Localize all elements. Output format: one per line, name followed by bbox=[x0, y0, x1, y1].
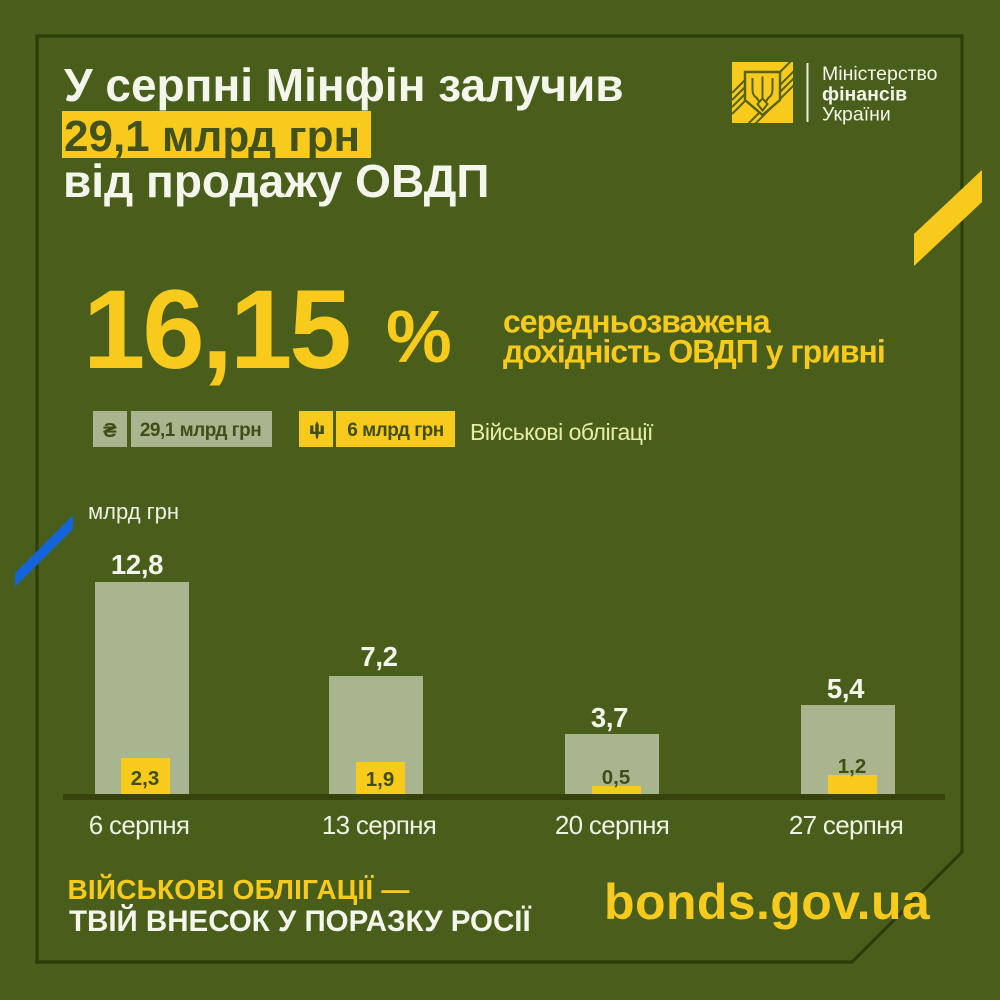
svg-text:5,4: 5,4 bbox=[827, 673, 865, 704]
svg-text:середньозважена: середньозважена bbox=[503, 304, 771, 340]
svg-text:29,1 млрд грн: 29,1 млрд грн bbox=[64, 112, 360, 161]
svg-text:₴: ₴ bbox=[103, 419, 117, 442]
svg-text:%: % bbox=[386, 295, 452, 378]
svg-text:13 серпня: 13 серпня bbox=[322, 810, 436, 840]
svg-text:16,15: 16,15 bbox=[83, 267, 349, 392]
svg-text:України: України bbox=[822, 104, 891, 126]
svg-text:3,7: 3,7 bbox=[591, 702, 628, 733]
svg-text:29,1 млрд грн: 29,1 млрд грн bbox=[140, 420, 261, 441]
svg-text:У серпні Мінфін залучив: У серпні Мінфін залучив bbox=[64, 59, 624, 111]
svg-text:6 серпня: 6 серпня bbox=[89, 810, 190, 840]
svg-text:0,5: 0,5 bbox=[602, 766, 631, 789]
svg-text:від продажу ОВДП: від продажу ОВДП bbox=[63, 155, 489, 207]
svg-text:Військові облігації: Військові облігації bbox=[470, 419, 654, 445]
svg-text:12,8: 12,8 bbox=[111, 549, 163, 580]
svg-text:6 млрд грн: 6 млрд грн bbox=[347, 420, 443, 441]
svg-text:27 серпня: 27 серпня bbox=[789, 810, 903, 840]
svg-text:ТВІЙ ВНЕСОК У ПОРАЗКУ РОСІЇ: ТВІЙ ВНЕСОК У ПОРАЗКУ РОСІЇ bbox=[69, 904, 532, 938]
svg-text:ВІЙСЬКОВІ ОБЛІГАЦІЇ —: ВІЙСЬКОВІ ОБЛІГАЦІЇ — bbox=[68, 873, 410, 905]
svg-text:7,2: 7,2 bbox=[360, 641, 397, 672]
svg-text:дохідність ОВДП у гривні: дохідність ОВДП у гривні bbox=[503, 334, 885, 370]
svg-text:1,9: 1,9 bbox=[366, 768, 395, 791]
svg-text:20 серпня: 20 серпня bbox=[555, 810, 669, 840]
svg-text:2,3: 2,3 bbox=[131, 767, 160, 790]
svg-text:фінансів: фінансів bbox=[822, 84, 907, 106]
svg-text:bonds.gov.ua: bonds.gov.ua bbox=[604, 874, 931, 930]
svg-text:млрд грн: млрд грн bbox=[88, 499, 179, 524]
svg-text:Міністерство: Міністерство bbox=[822, 63, 938, 85]
svg-text:1,2: 1,2 bbox=[838, 755, 867, 778]
